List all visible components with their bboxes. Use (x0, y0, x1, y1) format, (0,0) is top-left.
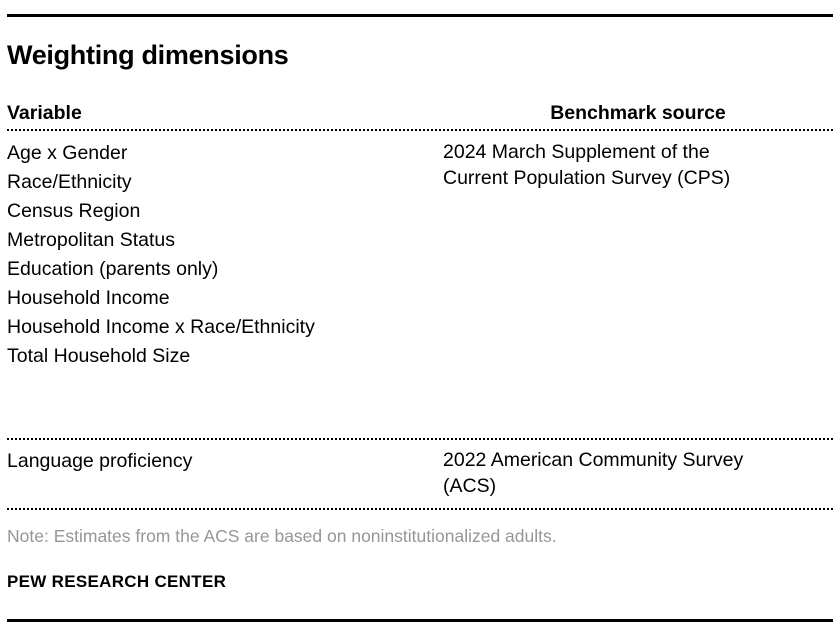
note-text: Note: Estimates from the ACS are based o… (7, 525, 557, 546)
column-header-variable: Variable (7, 101, 82, 124)
benchmark-source-text: 2022 American Community Survey (ACS) (443, 448, 744, 497)
table-bottom-divider (7, 507, 833, 510)
column-header-benchmark-source: Benchmark source (550, 101, 726, 124)
benchmark-source-text: 2024 March Supplement of the Current Pop… (443, 140, 731, 189)
variable-item: Age x Gender (7, 141, 128, 164)
variable-item: Household Income (7, 286, 170, 309)
variable-item: Education (parents only) (7, 257, 219, 280)
row-divider (7, 437, 833, 440)
benchmark-source-cell: 2024 March Supplement of the Current Pop… (443, 139, 833, 371)
variable-cell: Language proficiency (7, 447, 443, 499)
variable-item: Metropolitan Status (7, 228, 176, 251)
page-title: Weighting dimensions (7, 40, 289, 70)
table-row: Language proficiency 2022 American Commu… (7, 440, 833, 503)
table-header-row: Variable Benchmark source (7, 102, 833, 124)
benchmark-source-cell: 2022 American Community Survey (ACS) (443, 447, 833, 499)
variable-item: Total Household Size (7, 344, 191, 367)
variable-item: Household Income x Race/Ethnicity (7, 315, 315, 338)
variable-item: Race/Ethnicity (7, 170, 132, 193)
header-divider (7, 128, 833, 131)
top-spacer (7, 0, 833, 14)
variable-cell: Age x Gender Race/Ethnicity Census Regio… (7, 139, 443, 371)
bottom-rule (7, 618, 833, 622)
source-attribution: PEW RESEARCH CENTER (7, 571, 227, 591)
table-row: Age x Gender Race/Ethnicity Census Regio… (7, 131, 833, 433)
variable-item: Census Region (7, 199, 141, 222)
variable-item: Language proficiency (7, 449, 193, 472)
top-rule (7, 14, 833, 17)
